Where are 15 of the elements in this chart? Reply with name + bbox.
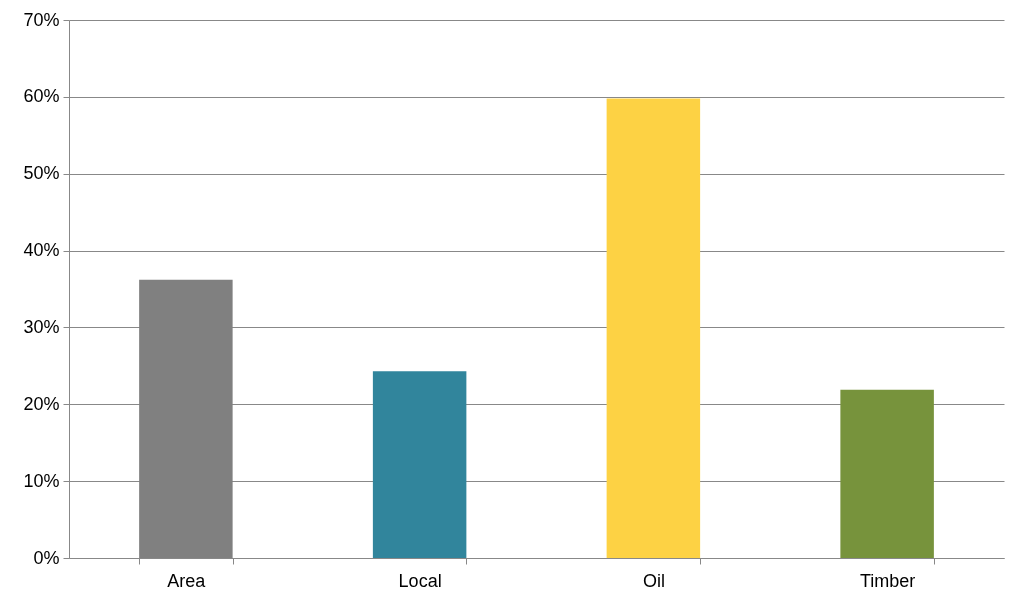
y-tick-label: 20% [23,393,60,414]
bar [372,371,467,558]
y-tick-label: 40% [23,240,60,261]
y-tick-label: 30% [23,316,60,337]
y-tick-label: 0% [33,547,60,568]
y-tick-label: 70% [23,9,60,30]
y-tick-label: 10% [23,470,60,491]
x-tick-label: Area [167,570,207,591]
y-tick-label: 60% [23,86,60,107]
x-tick-label: Timber [859,570,916,591]
y-tick-label: 50% [23,163,60,184]
x-tick-label: Oil [642,570,665,591]
x-tick-label: Local [398,570,442,591]
bar [840,389,934,558]
bar [606,98,701,558]
